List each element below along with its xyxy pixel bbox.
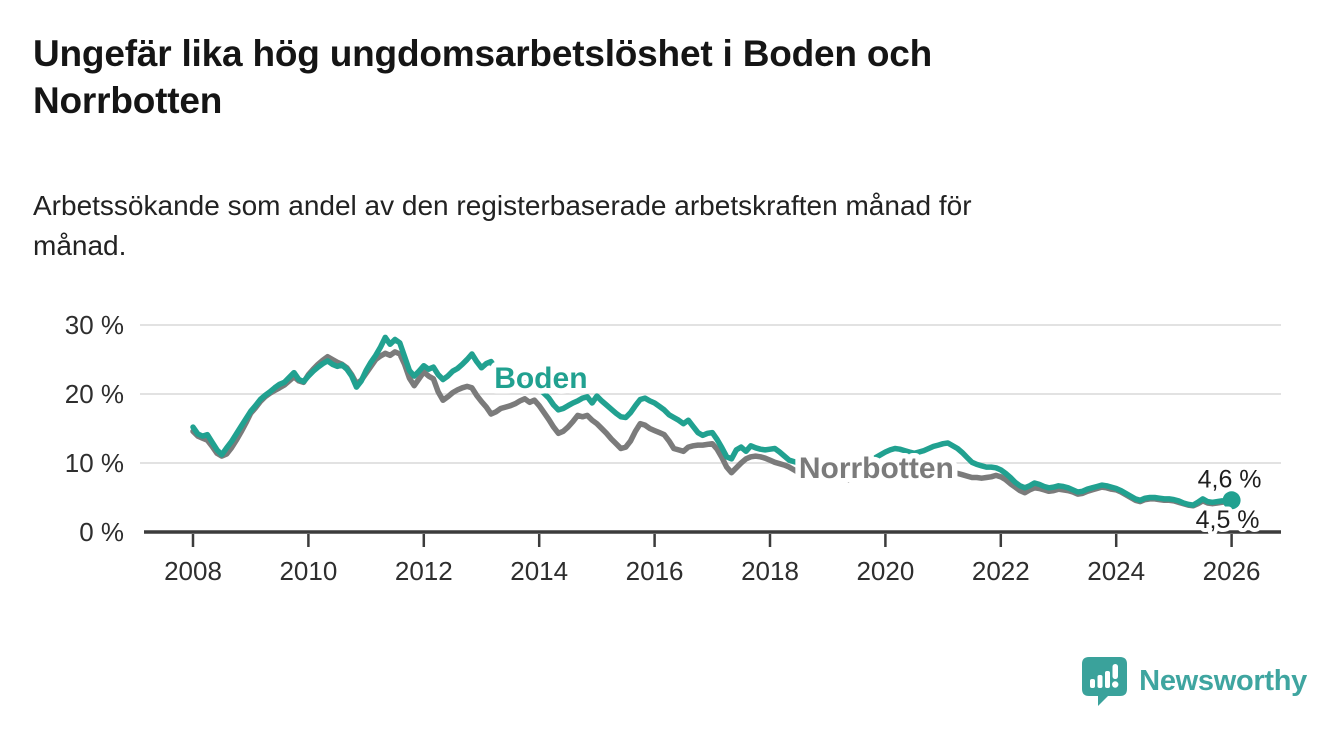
x-tick-label: 2012 <box>395 556 453 586</box>
chart-subtitle-line1: Arbetssökande som andel av den registerb… <box>33 190 972 221</box>
newsworthy-wordmark: Newsworthy <box>1139 665 1307 697</box>
boden-label: Boden <box>494 362 587 395</box>
chart-title-line1: Ungefär lika hög ungdomsarbetslöshet i B… <box>33 33 933 74</box>
x-tick-label: 2018 <box>741 556 799 586</box>
chart-title-line2: Norrbotten <box>33 80 223 121</box>
newsworthy-icon <box>1082 657 1128 706</box>
x-tick-label: 2008 <box>164 556 222 586</box>
norrbotten-label: Norrbotten <box>799 452 954 485</box>
y-tick-label: 10 % <box>65 448 124 478</box>
x-tick-label: 2020 <box>856 556 914 586</box>
norrbotten-end-value-label: 4,5 % <box>1196 506 1260 534</box>
y-tick-label: 20 % <box>65 379 124 409</box>
chart-subtitle-line2: månad. <box>33 230 127 261</box>
boden-endpoint-dot <box>1222 491 1241 510</box>
x-tick-label: 2022 <box>972 556 1030 586</box>
y-tick-label: 30 % <box>65 310 124 340</box>
boden-line <box>190 334 1235 508</box>
x-tick-label: 2026 <box>1203 556 1261 586</box>
x-tick-label: 2016 <box>626 556 684 586</box>
x-tick-label: 2024 <box>1087 556 1145 586</box>
x-tick-label: 2014 <box>510 556 568 586</box>
newsworthy-logo: Newsworthy <box>1081 656 1307 707</box>
boden-end-value-label: 4,6 % <box>1198 465 1262 493</box>
x-tick-label: 2010 <box>279 556 337 586</box>
chart-title: Ungefär lika hög ungdomsarbetslöshet i B… <box>33 30 1183 124</box>
y-tick-label: 0 % <box>79 517 124 547</box>
chart-subtitle: Arbetssökande som andel av den registerb… <box>33 186 1233 266</box>
